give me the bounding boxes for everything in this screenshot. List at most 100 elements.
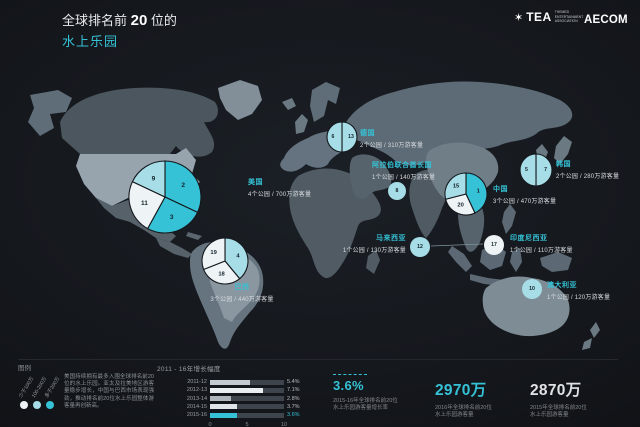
section-divider bbox=[18, 359, 618, 360]
land-australia bbox=[482, 276, 570, 337]
growth-row-label: 2013-14 bbox=[186, 395, 207, 402]
rank-number: 19 bbox=[210, 250, 217, 256]
stat-caption-line2: 水上乐园游客量增长率 bbox=[333, 405, 389, 412]
tea-star-icon: ✶ bbox=[514, 11, 524, 24]
land-iceland bbox=[282, 98, 296, 110]
park-circle-uae bbox=[388, 182, 406, 200]
growth-row-label: 2011-12 bbox=[187, 379, 207, 385]
rank-number: 9 bbox=[152, 175, 156, 182]
growth-chart-rows: 2011-12 5.4% 2012-13 7.1% 2013-14 2.8% 2014-15… bbox=[157, 379, 307, 418]
country-name: 澳大利亚 bbox=[547, 282, 577, 289]
tea-logo-text: TEA bbox=[526, 10, 552, 24]
title-number: 20 bbox=[130, 12, 148, 29]
country-name: 德国 bbox=[360, 130, 375, 137]
land-alaska bbox=[28, 90, 72, 136]
growth-row-track bbox=[210, 379, 284, 385]
land-sulawesi bbox=[510, 248, 522, 272]
rank-number: 6 bbox=[332, 134, 335, 140]
footnote-paragraph: 美国持续拥有最多入围全球排名前20位的水上乐园。亚太及拉美地区游客量稳步增长，中… bbox=[64, 374, 154, 409]
rank-number: 18 bbox=[218, 271, 225, 277]
legend-items: 少于100万 100-200万 多于200万 bbox=[18, 362, 82, 420]
land-madagascar bbox=[366, 250, 380, 274]
title-suffix: 位的 bbox=[147, 13, 177, 28]
land-philippines bbox=[502, 204, 516, 234]
growth-bar-chart: 2011 - 16年增长幅度 2011-12 5.4% 2012-13 7.1% 201… bbox=[157, 363, 307, 427]
land-new-zealand bbox=[582, 322, 600, 350]
growth-axis-tick-10: 10 bbox=[280, 422, 288, 427]
land-canada bbox=[60, 87, 218, 157]
country-name: 印度尼西亚 bbox=[510, 235, 548, 242]
stat-2: 2870万 2015年全球排名前20位 水上乐园游客量 bbox=[530, 374, 587, 419]
growth-row-2014-15: 2014-15 3.7% bbox=[157, 404, 307, 410]
stat-value: 2870万 bbox=[530, 382, 582, 399]
marker-brazil: 4 18 19 bbox=[201, 237, 249, 285]
marker-china: 1 20 15 bbox=[444, 172, 488, 216]
growth-row-value: 7.1% bbox=[287, 387, 300, 394]
marker-usa: 2 3 11 9 bbox=[128, 160, 202, 234]
pie-slice-rank-2 bbox=[164, 160, 202, 214]
rank-number: 1 bbox=[477, 188, 481, 194]
rank-number: 3 bbox=[170, 214, 174, 221]
land-new-guinea bbox=[540, 252, 572, 272]
land-central-america bbox=[156, 238, 192, 258]
stat-caption-line1: 2015-16年全球排名前20位 bbox=[333, 398, 398, 404]
growth-row-label: 2014-15 bbox=[186, 403, 207, 410]
pie-slice-rank-4 bbox=[224, 237, 249, 280]
land-greenland bbox=[218, 80, 262, 120]
pie-slice-rank-20 bbox=[444, 193, 476, 216]
stat-caption: 2015-16年全球排名前20位 水上乐园游客量增长率 bbox=[333, 398, 398, 412]
stat-caption-line2: 水上乐园游客量 bbox=[530, 412, 569, 419]
legend-dot-2 bbox=[46, 401, 54, 409]
legend-dot-1 bbox=[33, 401, 41, 409]
growth-row-value: 2.8% bbox=[287, 395, 300, 402]
stat-value: 3.6% bbox=[333, 378, 364, 393]
rank-number: 5 bbox=[525, 167, 528, 173]
growth-row-label: 2012-13 bbox=[186, 387, 207, 394]
pie-slice-rank-19 bbox=[201, 237, 226, 271]
aecom-logo: AECOM bbox=[584, 14, 628, 26]
rank-number: 17 bbox=[491, 242, 497, 248]
rank-number: 20 bbox=[457, 202, 463, 208]
growth-row-label: 2015-16 bbox=[186, 412, 207, 419]
park-circle-indonesia bbox=[484, 235, 504, 255]
country-stats: 1个公园 / 120万游客量 bbox=[547, 295, 611, 301]
park-circle-malaysia bbox=[410, 237, 430, 257]
country-stats: 4个公园 / 700万游客量 bbox=[248, 192, 312, 198]
rank-number: 7 bbox=[544, 167, 547, 173]
marker-germany: 13 6 bbox=[326, 121, 358, 153]
pie-slice-rank-1 bbox=[465, 172, 488, 214]
rank-number: 4 bbox=[236, 253, 240, 259]
marker-uae: 8 bbox=[388, 182, 406, 200]
growth-row-bar bbox=[210, 404, 238, 410]
stat-caption-line1: 2015年全球排名前20位 bbox=[530, 405, 587, 411]
growth-row-track bbox=[210, 396, 284, 402]
growth-row-value: 3.6% bbox=[287, 412, 300, 419]
land-cuba bbox=[186, 232, 202, 240]
label-australia: 澳大利亚 1个公园 / 120万游客量 bbox=[547, 280, 610, 301]
pie-slice-rank-5 bbox=[519, 153, 537, 187]
rank-number: 8 bbox=[396, 188, 399, 194]
growth-row-track bbox=[210, 412, 284, 418]
tea-logo-subtext: THEMED ENTERTAINMENT ASSOCIATION bbox=[554, 10, 584, 24]
stat-caption: 2015年全球排名前20位 水上乐园游客量 bbox=[530, 405, 587, 419]
land-russia-asia bbox=[343, 81, 573, 166]
tea-logo: ✶ TEA THEMED ENTERTAINMENT ASSOCIATION bbox=[514, 10, 591, 24]
label-usa: 美国 4个公园 / 700万游客量 bbox=[248, 177, 311, 198]
pie-slice-rank-6 bbox=[326, 121, 343, 153]
marker-malaysia: 12 bbox=[410, 237, 430, 257]
country-stats: 3个公园 / 470万游客量 bbox=[493, 199, 557, 205]
label-germany: 德国 2个公园 / 310万游客量 bbox=[360, 128, 423, 149]
country-stats: 2个公园 / 310万游客量 bbox=[360, 143, 424, 149]
country-name: 巴西 bbox=[234, 284, 250, 291]
country-stats: 1个公园 / 110万游客量 bbox=[510, 248, 573, 254]
country-name: 马来西亚 bbox=[376, 235, 406, 242]
land-japan bbox=[554, 136, 572, 164]
pie-slice-rank-13 bbox=[341, 121, 358, 153]
pie-slice-rank-7 bbox=[535, 153, 553, 187]
rank-number: 13 bbox=[348, 134, 354, 140]
growth-row-bar bbox=[210, 412, 237, 418]
country-name: 中国 bbox=[493, 186, 508, 193]
